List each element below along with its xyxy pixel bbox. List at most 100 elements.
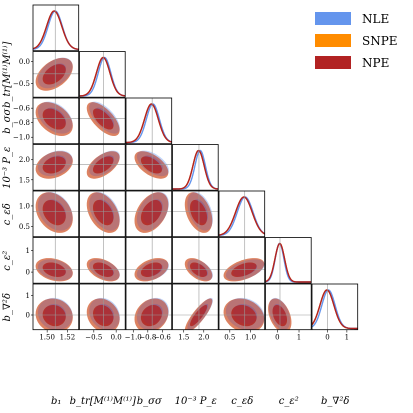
legend-swatch-npe [315,56,351,69]
x-tick-label: −1.0 [125,334,142,342]
x-tick-label: 0.0 [111,334,122,342]
x-tick-label: 0 [275,334,279,342]
panel-content [79,237,126,284]
y-axis-label: c_εδ [2,203,13,225]
panel-content [79,284,126,330]
panel-frame [32,144,80,191]
panel-frame [125,283,173,331]
panel-frame [79,283,126,331]
panel-content [265,284,312,330]
x-tick-label: 1.5 [178,334,189,342]
marginal-nle [126,103,172,144]
marginal-snpe [219,196,265,236]
marginal-nle [219,196,265,237]
y-tick-label: 1 [26,292,30,300]
y-tick-label: 1.0 [19,202,30,210]
panel-content [172,191,219,237]
panel-content [172,237,219,284]
panel-content [79,191,126,237]
panel-content [33,144,79,191]
marginal-nle [79,56,126,97]
panel-1-0 [32,51,80,98]
x-axis-label: b₁ [51,396,61,407]
panel-4-0 [32,190,80,238]
panel-content [172,144,219,191]
contour-npe [190,199,208,226]
panel-frame [125,144,173,191]
contour-npe [93,156,114,174]
panel-3-1 [79,144,126,191]
panel-content [33,237,79,284]
panel-6-6 [311,283,359,331]
y-tick-label: 2.0 [19,156,30,164]
panel-content [126,98,172,144]
contour-npe [93,108,114,130]
marginal-npe [312,289,358,330]
panel-5-4 [218,237,266,284]
y-tick-label: 0.0 [19,58,30,66]
panel-6-2 [125,283,173,331]
panel-frame [125,97,173,145]
panel-frame [218,237,266,284]
panel-5-3 [172,237,219,284]
panel-content [79,98,126,144]
panel-content [33,98,79,144]
legend-label-snpe: SNPE [362,34,398,48]
panel-6-5 [265,283,312,331]
panel-frame [32,97,80,145]
panel-frame [311,283,359,331]
x-axis-label: 10⁻³ P_ε [175,396,217,407]
panel-frame [265,237,312,284]
y-tick-label: −1.0 [13,134,30,142]
panel-content [33,191,79,237]
y-tick-label: 0 [26,312,30,320]
y-tick-label: −0.8 [13,119,30,127]
y-axis-label: b_tr[M⁽¹⁾M⁽¹⁾] [2,41,13,107]
marginal-npe [79,56,126,97]
panel-2-1 [79,97,126,145]
x-tick-label: −0.6 [154,334,172,342]
x-tick-label: 1.50 [39,334,55,342]
x-axis-label: b_tr[M⁽¹⁾M⁽¹⁾] [70,396,136,407]
panel-frame [32,237,80,284]
marginal-npe [172,149,219,190]
panel-frame [32,190,80,238]
legend-swatch-nle [315,12,351,25]
panel-5-5 [265,237,312,284]
panel-frame [172,283,219,331]
panel-content [172,284,219,330]
contour-npe [42,156,66,174]
panel-6-4 [218,283,266,331]
panel-frame [265,283,312,331]
panel-3-0 [32,144,80,191]
panel-2-2 [125,97,173,145]
panel-4-2 [125,190,173,238]
panel-4-1 [79,190,126,238]
panel-6-0 [32,283,80,331]
panel-frame [125,190,173,238]
x-tick-label: −0.5 [85,334,102,342]
panel-content [79,51,126,98]
panel-frame [79,51,126,98]
y-tick-label: 1 [26,247,30,255]
contour-npe [42,64,66,85]
panel-frame [79,97,126,145]
y-tick-label: 0.5 [19,223,30,231]
x-tick-label: 0.5 [224,334,235,342]
marginal-npe [219,196,265,236]
panel-frame [32,51,80,98]
marginal-npe [126,103,172,144]
panel-content [33,51,79,98]
panel-content [219,284,265,330]
y-tick-label: 0 [26,269,30,277]
x-axis-label: b_∇²δ [321,396,349,407]
panel-3-2 [125,144,173,191]
panel-content [312,284,358,330]
y-axis-label: b_∇²δ [2,293,13,321]
x-axis-label: c_εδ [231,396,253,407]
panel-content [126,191,172,237]
y-tick-label: −0.6 [13,105,31,113]
panel-6-3 [172,283,219,331]
panel-content [126,237,172,284]
